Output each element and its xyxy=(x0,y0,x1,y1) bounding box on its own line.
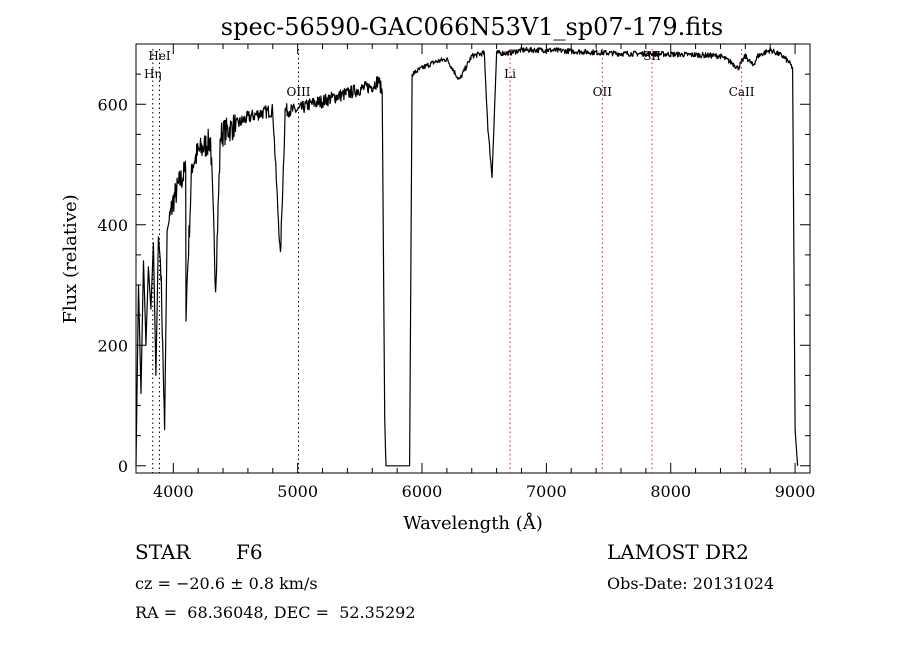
spectral-line-label: OII xyxy=(593,85,613,99)
x-axis-label: Wavelength (Å) xyxy=(403,512,543,534)
y-axis-label: Flux (relative) xyxy=(60,194,81,323)
spectral-line-label: Li xyxy=(504,67,516,81)
y-tick-label: 0 xyxy=(118,457,128,476)
y-tick-label: 600 xyxy=(97,95,128,114)
spectral-line-markers xyxy=(152,49,743,473)
object-subclass: F6 xyxy=(236,540,263,564)
x-tick-label: 9000 xyxy=(775,482,816,501)
redshift-readout: cz = −20.6 ± 0.8 km/s xyxy=(135,574,318,593)
coordinates-readout: RA = 68.36048, DEC = 52.35292 xyxy=(135,603,416,622)
x-tick-label: 6000 xyxy=(402,482,443,501)
axis-ticks xyxy=(136,44,810,473)
spectral-line-label: HeI xyxy=(148,49,171,63)
spectral-line-label: SII xyxy=(643,49,661,63)
x-tick-label: 4000 xyxy=(153,482,194,501)
chart-title: spec-56590-GAC066N53V1_sp07-179.fits xyxy=(221,13,723,41)
y-tick-label: 400 xyxy=(97,216,128,235)
axis-tick-labels: 4000 5000 6000 7000 8000 9000 0 200 400 600 xyxy=(97,95,815,501)
spectral-line-label: OIII xyxy=(286,85,310,99)
x-tick-label: 8000 xyxy=(650,482,691,501)
plot-frame xyxy=(135,43,811,474)
object-class: STAR xyxy=(135,540,191,564)
x-tick-label: 5000 xyxy=(277,482,318,501)
spectral-line-labels: HeI Hη OIII Li OII SII CaII xyxy=(144,49,755,99)
spectrum-series-line xyxy=(135,46,799,467)
y-tick-label: 200 xyxy=(97,336,128,355)
spectral-line-label: CaII xyxy=(729,85,755,99)
survey-label: LAMOST DR2 xyxy=(607,540,749,564)
x-tick-label: 7000 xyxy=(526,482,567,501)
spectral-line-label: Hη xyxy=(144,67,162,81)
obs-date-readout: Obs-Date: 20131024 xyxy=(607,574,775,593)
